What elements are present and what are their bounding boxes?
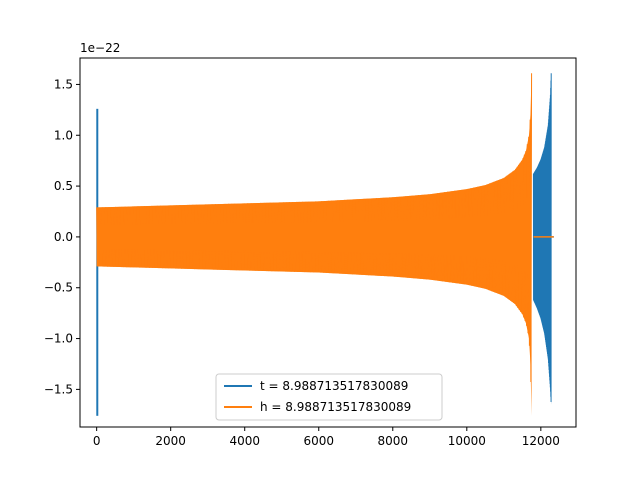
y-axis: −1.5 −1.0 −0.5 0.0 0.5 1.0 1.5 [44,77,80,396]
x-tick-label: 6000 [303,434,334,448]
legend-box [215,373,443,421]
y-tick-label: −0.5 [44,281,73,295]
y-offset-label: 1e−22 [80,41,120,55]
plot-area [96,73,554,416]
y-tick-label: 0.5 [54,179,73,193]
y-tick-label: 1.5 [54,77,73,91]
x-tick-label: 0 [93,434,101,448]
axes-frame [79,57,577,428]
y-tick-label: 0.0 [54,230,73,244]
legend: t = 8.988713517830089 h = 8.9887135178300… [215,373,443,421]
y-tick-label: −1.5 [44,382,73,396]
x-tick-label: 2000 [155,434,186,448]
x-tick-label: 12000 [522,434,560,448]
x-axis: 0 2000 4000 6000 8000 10000 12000 [93,427,560,448]
x-tick-label: 4000 [229,434,260,448]
series-h-chirp-line [96,73,533,382]
legend-label-t: t = 8.988713517830089 [260,379,408,393]
y-tick-label: −1.0 [44,332,73,346]
y-tick-label: 1.0 [54,128,73,142]
series-t-chirp-line [532,73,552,403]
x-tick-label: 8000 [378,434,409,448]
legend-label-h: h = 8.988713517830089 [260,400,411,414]
x-tick-label: 10000 [448,434,486,448]
